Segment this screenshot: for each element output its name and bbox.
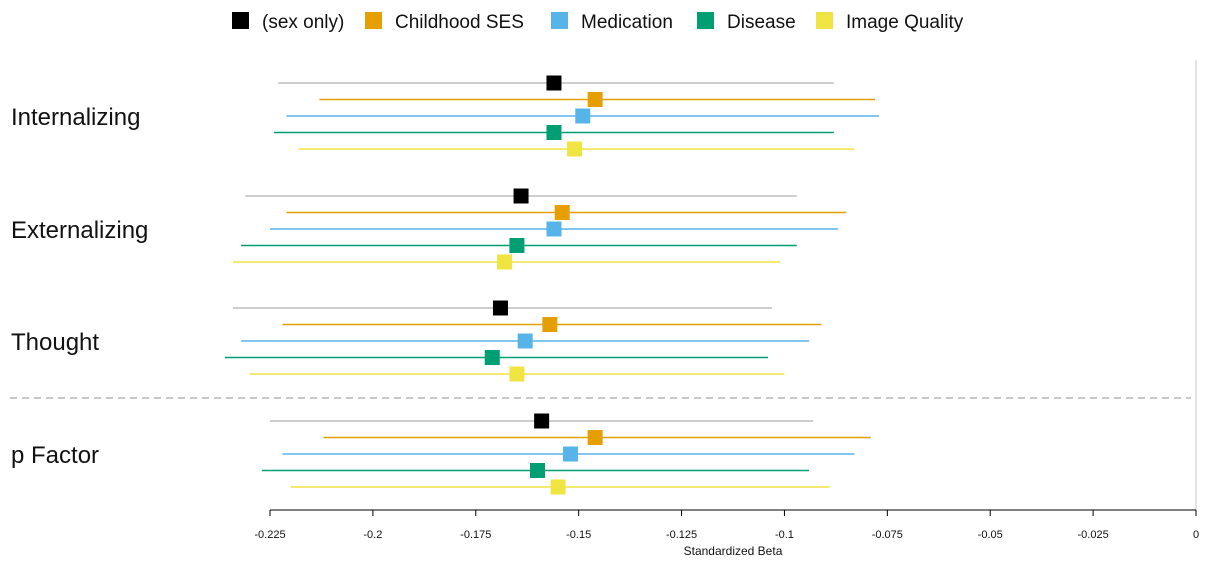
point-estimate-g3-s4 — [484, 350, 500, 365]
point-estimate-g2-s1 — [513, 188, 529, 204]
point-estimate-g3-s1 — [492, 300, 508, 316]
group-label-1: Internalizing — [11, 104, 140, 131]
x-tick-label-8: -0.05 — [978, 529, 1003, 541]
legend-label-4: Disease — [727, 12, 796, 33]
x-tick-label-10: 0 — [1193, 529, 1199, 541]
legend: (sex only) Childhood SES Medication Disease… — [232, 12, 964, 33]
group-label-3: Thought — [11, 329, 99, 356]
x-tick-label-4: -0.15 — [566, 529, 591, 541]
legend-swatch-5 — [816, 12, 833, 29]
point-estimate-g1-s4 — [546, 125, 562, 140]
point-estimate-g1-s3 — [575, 108, 591, 124]
confidence-intervals — [224, 82, 880, 488]
point-estimate-g2-s2 — [554, 205, 570, 220]
group-label-2: Externalizing — [11, 217, 148, 244]
legend-label-2: Childhood SES — [395, 12, 524, 33]
legend-swatch-2 — [365, 12, 382, 29]
x-axis-title: Standardized Beta — [684, 544, 783, 558]
legend-label-1: (sex only) — [262, 12, 344, 33]
x-tick-label-3: -0.175 — [460, 529, 491, 541]
point-estimate-g3-s2 — [542, 317, 558, 332]
point-estimate-g4-s5 — [550, 479, 566, 495]
x-tick-label-7: -0.075 — [872, 529, 903, 541]
x-tick-label-6: -0.1 — [775, 529, 794, 541]
point-estimate-g4-s1 — [534, 413, 550, 429]
x-tick-label-1: -0.225 — [254, 529, 285, 541]
point-estimate-g3-s3 — [517, 333, 533, 349]
point-estimate-g4-s3 — [562, 446, 578, 462]
point-estimate-g2-s5 — [497, 254, 513, 270]
x-tick-label-2: -0.2 — [363, 529, 382, 541]
legend-label-3: Medication — [581, 12, 673, 33]
legend-swatch-1 — [232, 12, 249, 29]
legend-label-5: Image Quality — [846, 12, 964, 33]
group-labels: Internalizing Externalizing Thought p Facto… — [11, 104, 148, 469]
legend-swatch-3 — [551, 12, 568, 29]
point-estimate-g1-s5 — [567, 141, 583, 157]
x-axis: -0.225 -0.2 -0.175 -0.15 -0.125 -0.1 -0.075 -0.… — [254, 509, 1199, 541]
point-estimate-g2-s4 — [509, 238, 525, 253]
point-estimate-g1-s2 — [587, 92, 603, 107]
point-estimate-g1-s1 — [546, 75, 562, 91]
x-tick-label-5: -0.125 — [666, 529, 697, 541]
point-estimate-g4-s4 — [530, 463, 546, 478]
point-estimate-g4-s2 — [587, 430, 603, 445]
x-tick-label-9: -0.025 — [1078, 529, 1109, 541]
point-estimate-g2-s3 — [546, 221, 562, 237]
group-label-4: p Factor — [11, 442, 99, 469]
point-estimates — [484, 75, 603, 495]
legend-swatch-4 — [697, 12, 714, 29]
point-estimate-g3-s5 — [509, 366, 525, 382]
